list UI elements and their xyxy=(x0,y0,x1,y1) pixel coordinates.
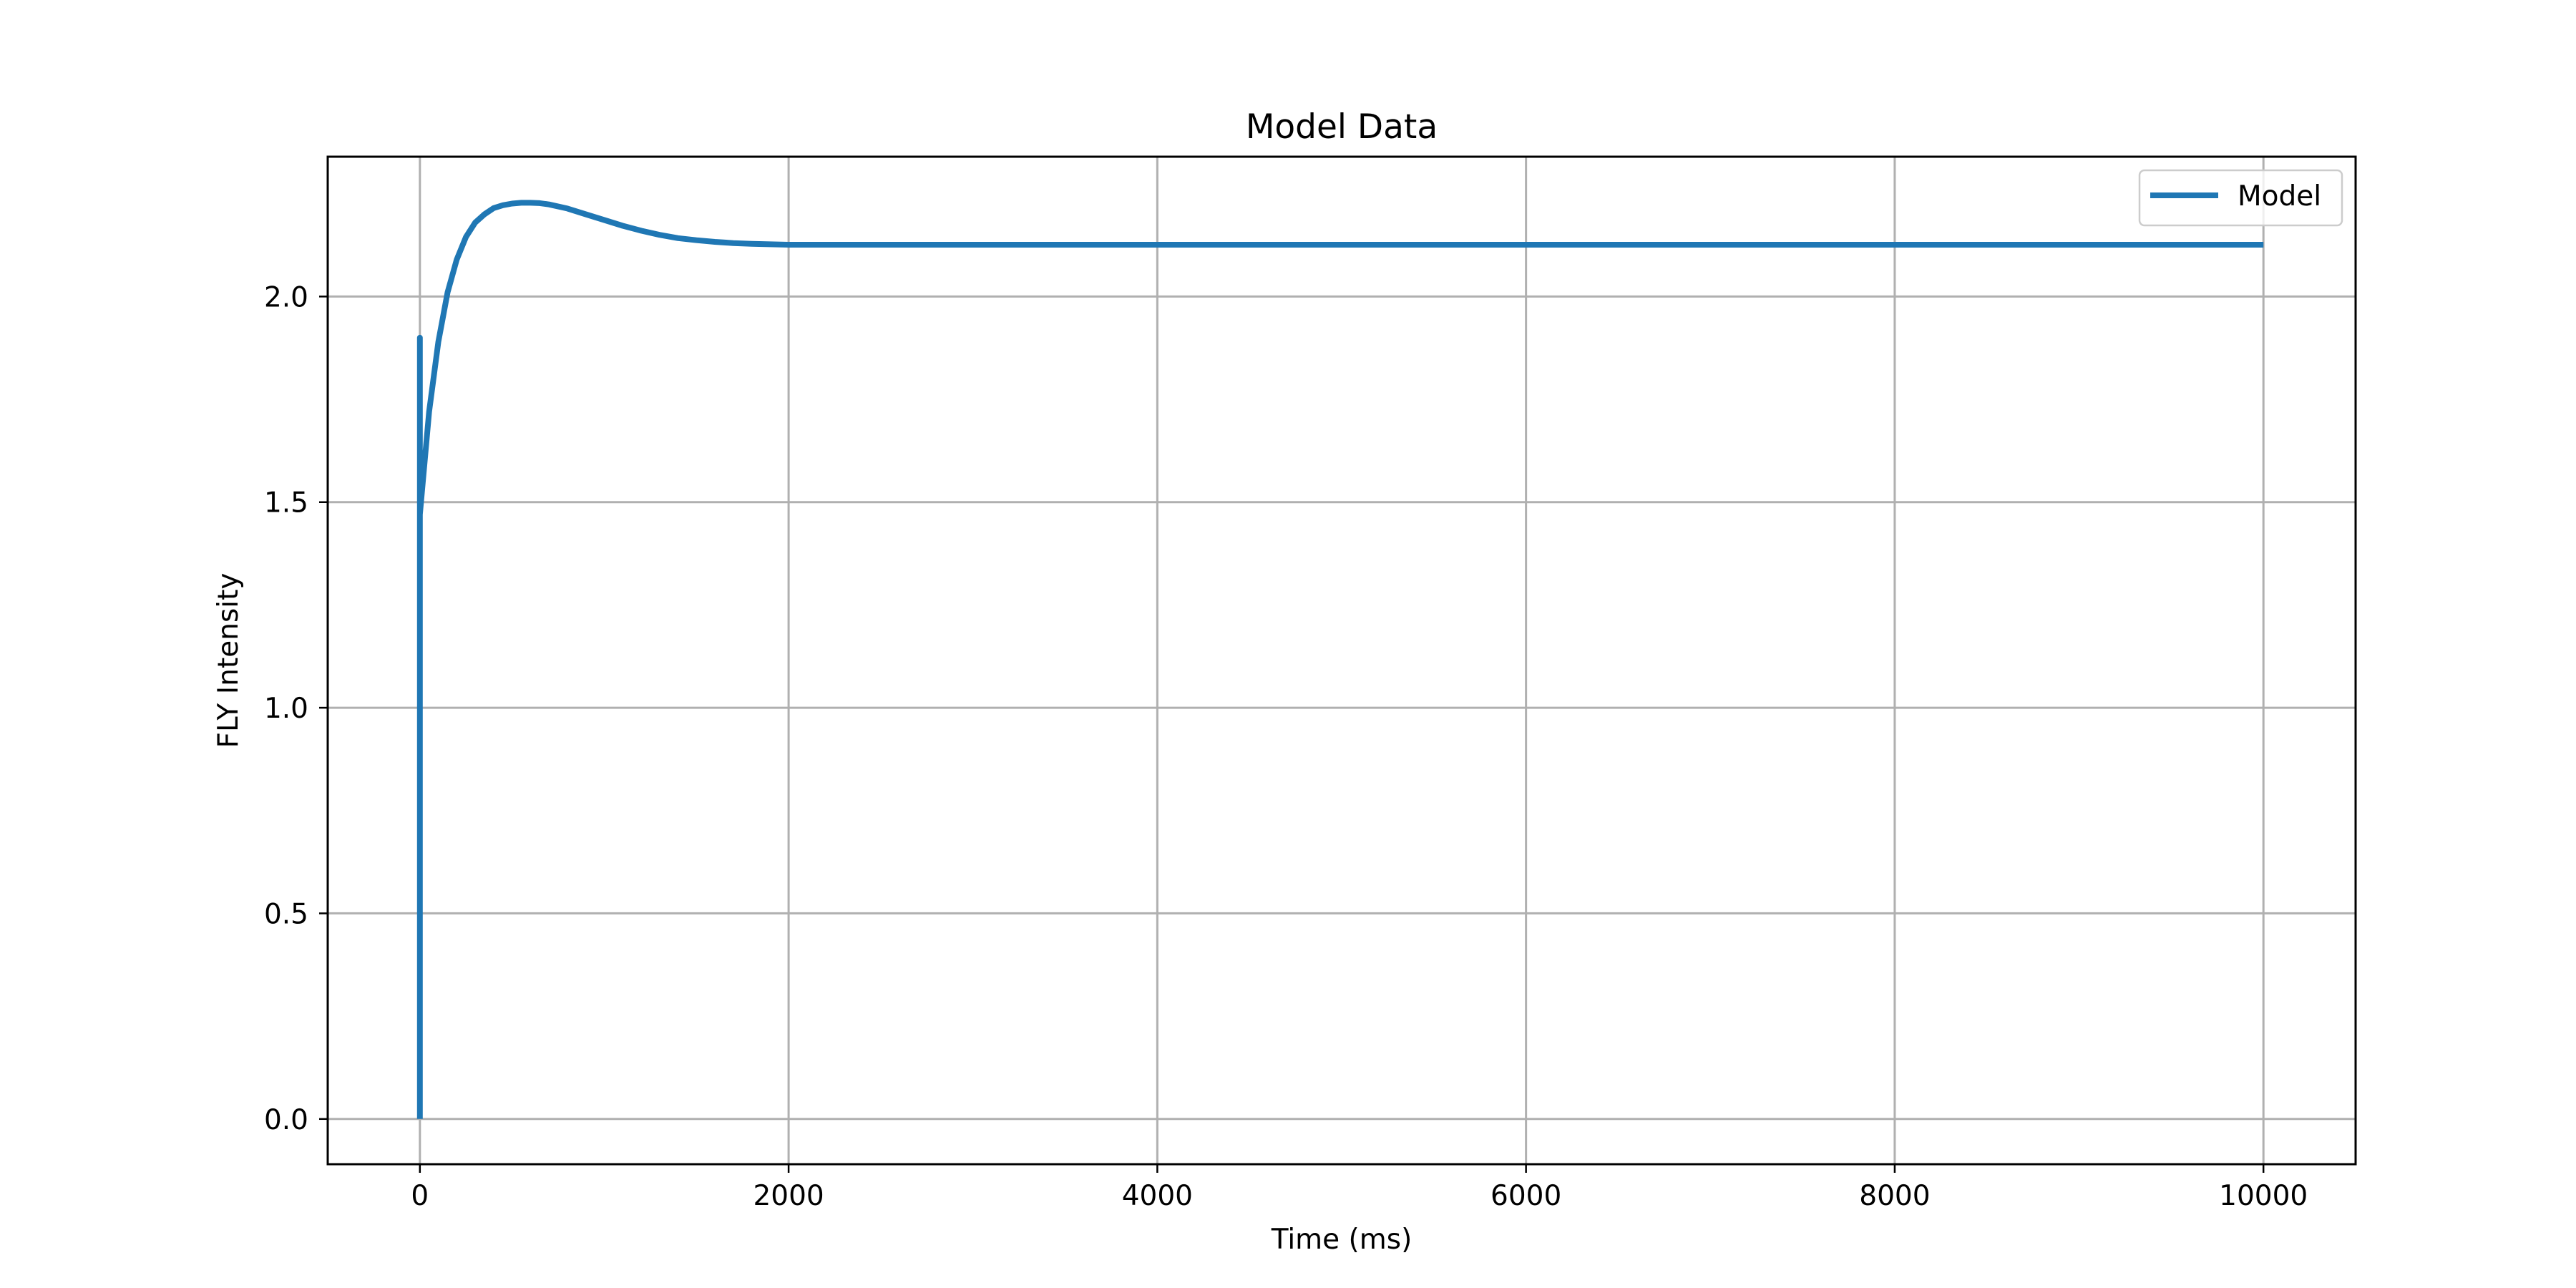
y-axis: 0.0 0.5 1.0 1.5 2.0 xyxy=(264,281,328,1136)
x-axis: 0 2000 4000 6000 8000 10000 xyxy=(411,1164,2308,1212)
legend-box xyxy=(2138,169,2343,227)
series-line-model xyxy=(416,200,2264,1119)
x-tick-label: 10000 xyxy=(2219,1180,2308,1212)
x-tick-label: 0 xyxy=(411,1180,429,1212)
y-tick-label: 1.0 xyxy=(264,693,308,725)
x-tick-label: 2000 xyxy=(753,1180,824,1212)
legend: Model xyxy=(2138,169,2343,227)
y-tick-label: 1.5 xyxy=(264,487,308,519)
x-tick-label: 6000 xyxy=(1491,1180,1561,1212)
x-axis-label: Time (ms) xyxy=(1271,1224,1413,1256)
y-tick-label: 0.5 xyxy=(264,898,308,930)
x-tick-label: 8000 xyxy=(1859,1180,1930,1212)
line-layer xyxy=(416,200,2264,1119)
legend-label: Model xyxy=(2238,180,2321,213)
plot-frame xyxy=(326,155,2357,1166)
y-tick-label: 0.0 xyxy=(264,1104,308,1136)
y-axis-label: FLY Intensity xyxy=(213,573,245,748)
grid xyxy=(328,157,2356,1164)
y-tick-label: 2.0 xyxy=(264,281,308,313)
chart-title: Model Data xyxy=(1246,107,1438,147)
x-tick-label: 4000 xyxy=(1122,1180,1193,1212)
